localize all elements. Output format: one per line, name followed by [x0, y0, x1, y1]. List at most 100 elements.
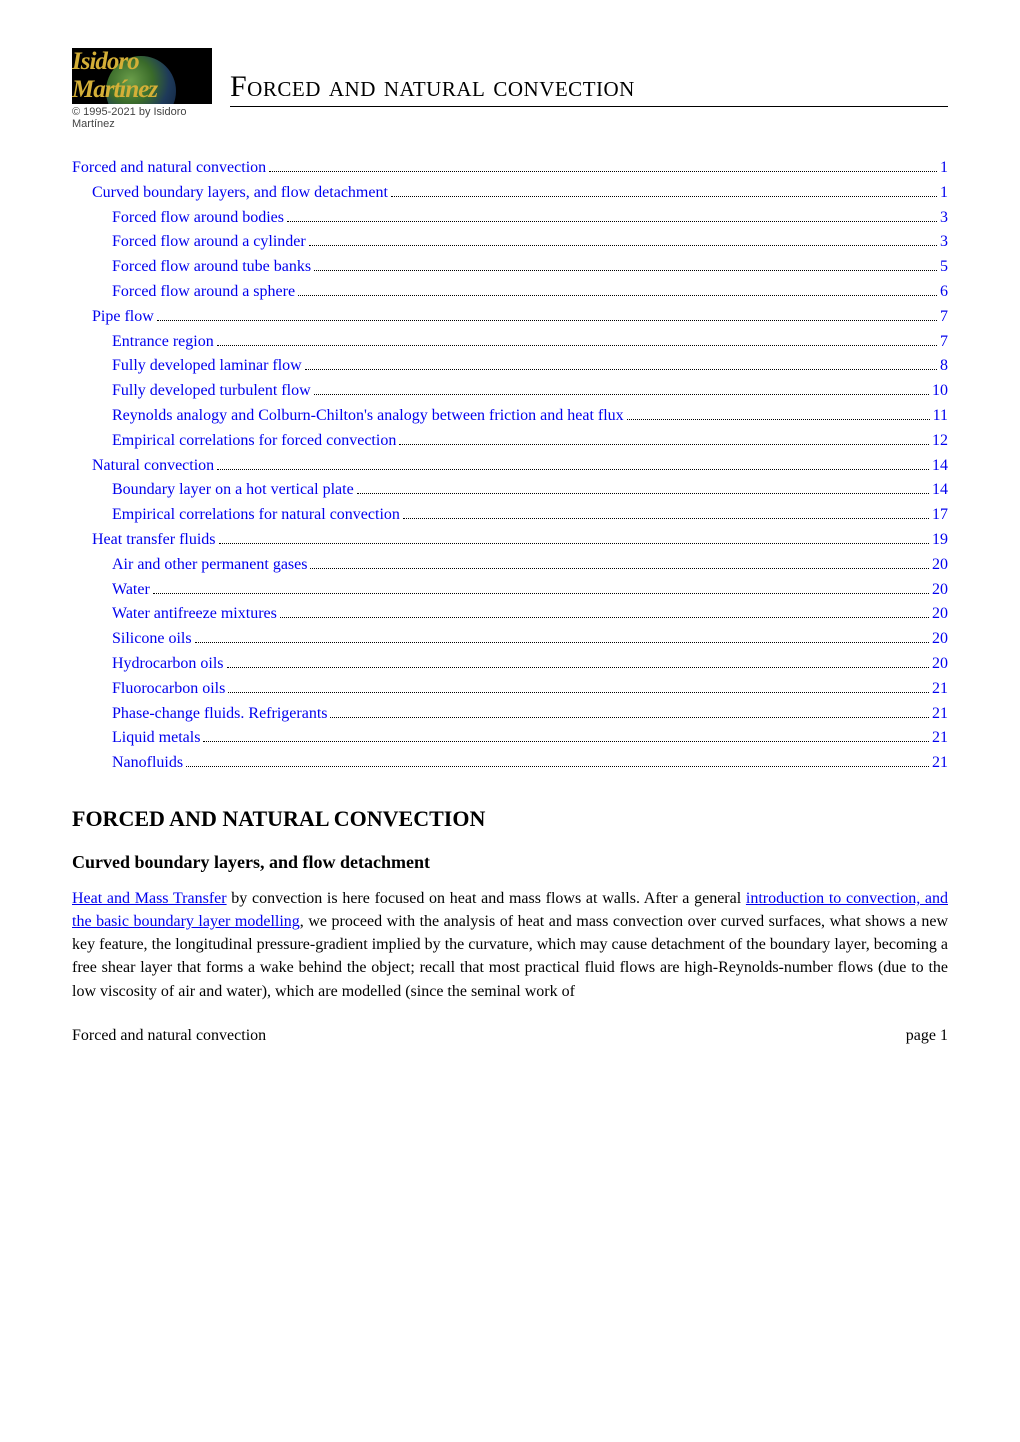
toc-link[interactable]: Forced and natural convection	[72, 156, 266, 181]
page-footer: Forced and natural convection page 1	[72, 1027, 948, 1045]
toc-entry: Boundary layer on a hot vertical plate 14	[72, 478, 948, 503]
logo-text: Isidoro Martínez	[72, 48, 212, 104]
toc-link[interactable]: Curved boundary layers, and flow detachm…	[92, 181, 388, 206]
toc-page-number[interactable]: 20	[932, 602, 948, 627]
toc-entry: Heat transfer fluids 19	[72, 528, 948, 553]
toc-link[interactable]: Fluorocarbon oils	[112, 677, 225, 702]
toc-leader	[228, 692, 929, 693]
toc-entry: Curved boundary layers, and flow detachm…	[72, 181, 948, 206]
toc-page-number[interactable]: 21	[932, 677, 948, 702]
toc-leader	[391, 196, 937, 197]
section-heading: FORCED AND NATURAL CONVECTION	[72, 806, 948, 832]
toc-link[interactable]: Fully developed laminar flow	[112, 354, 302, 379]
toc-page-number[interactable]: 1	[940, 156, 948, 181]
toc-page-number[interactable]: 21	[932, 751, 948, 776]
toc-entry: Air and other permanent gases 20	[72, 553, 948, 578]
toc-link[interactable]: Pipe flow	[92, 305, 154, 330]
toc-page-number[interactable]: 10	[932, 379, 948, 404]
toc-link[interactable]: Silicone oils	[112, 627, 192, 652]
table-of-contents: Forced and natural convection 1 Curved bou…	[72, 156, 948, 776]
toc-entry: Forced flow around tube banks 5	[72, 255, 948, 280]
toc-page-number[interactable]: 7	[940, 305, 948, 330]
toc-link[interactable]: Liquid metals	[112, 726, 200, 751]
toc-page-number[interactable]: 1	[940, 181, 948, 206]
toc-link[interactable]: Water	[112, 578, 150, 603]
toc-link[interactable]: Phase-change fluids. Refrigerants	[112, 702, 327, 727]
toc-page-number[interactable]: 7	[940, 330, 948, 355]
logo: Isidoro Martínez © 1995-2021 by Isidoro …	[72, 48, 212, 128]
toc-entry: Silicone oils 20	[72, 627, 948, 652]
toc-link[interactable]: Entrance region	[112, 330, 214, 355]
toc-link[interactable]: Forced flow around a cylinder	[112, 230, 306, 255]
toc-page-number[interactable]: 20	[932, 553, 948, 578]
toc-page-number[interactable]: 17	[932, 503, 948, 528]
toc-entry: Empirical correlations for forced convec…	[72, 429, 948, 454]
toc-leader	[314, 394, 929, 395]
toc-page-number[interactable]: 8	[940, 354, 948, 379]
toc-page-number[interactable]: 20	[932, 578, 948, 603]
body-paragraph: Heat and Mass Transfer by convection is …	[72, 887, 948, 1003]
toc-leader	[287, 221, 937, 222]
toc-leader	[195, 642, 929, 643]
toc-leader	[357, 493, 929, 494]
toc-link[interactable]: Water antifreeze mixtures	[112, 602, 277, 627]
toc-entry: Natural convection 14	[72, 454, 948, 479]
toc-link[interactable]: Forced flow around a sphere	[112, 280, 295, 305]
toc-leader	[217, 469, 929, 470]
toc-page-number[interactable]: 20	[932, 652, 948, 677]
toc-page-number[interactable]: 5	[940, 255, 948, 280]
document-title: Forced and natural convection	[230, 70, 948, 107]
toc-page-number[interactable]: 11	[933, 404, 948, 429]
toc-leader	[627, 419, 930, 420]
footer-right: page 1	[906, 1027, 948, 1045]
toc-link[interactable]: Empirical correlations for natural conve…	[112, 503, 400, 528]
toc-link[interactable]: Forced flow around bodies	[112, 206, 284, 231]
subsection-heading: Curved boundary layers, and flow detachm…	[72, 852, 948, 873]
toc-link[interactable]: Nanofluids	[112, 751, 183, 776]
toc-link[interactable]: Reynolds analogy and Colburn-Chilton's a…	[112, 404, 624, 429]
toc-entry: Fully developed laminar flow 8	[72, 354, 948, 379]
toc-page-number[interactable]: 14	[932, 454, 948, 479]
toc-page-number[interactable]: 21	[932, 702, 948, 727]
toc-entry: Forced and natural convection 1	[72, 156, 948, 181]
toc-leader	[305, 369, 937, 370]
logo-banner: Isidoro Martínez	[72, 48, 212, 104]
toc-page-number[interactable]: 19	[932, 528, 948, 553]
toc-page-number[interactable]: 14	[932, 478, 948, 503]
copyright-text: © 1995-2021 by Isidoro Martínez	[72, 106, 212, 130]
toc-page-number[interactable]: 3	[940, 206, 948, 231]
toc-link[interactable]: Air and other permanent gases	[112, 553, 307, 578]
toc-leader	[227, 667, 929, 668]
toc-leader	[330, 717, 929, 718]
toc-page-number[interactable]: 3	[940, 230, 948, 255]
toc-link[interactable]: Empirical correlations for forced convec…	[112, 429, 396, 454]
toc-entry: Nanofluids 21	[72, 751, 948, 776]
toc-link[interactable]: Fully developed turbulent flow	[112, 379, 311, 404]
footer-left: Forced and natural convection	[72, 1027, 266, 1045]
toc-entry: Liquid metals 21	[72, 726, 948, 751]
toc-entry: Forced flow around bodies 3	[72, 206, 948, 231]
toc-leader	[219, 543, 929, 544]
toc-leader	[203, 741, 929, 742]
toc-page-number[interactable]: 12	[932, 429, 948, 454]
toc-link[interactable]: Hydrocarbon oils	[112, 652, 224, 677]
toc-page-number[interactable]: 21	[932, 726, 948, 751]
toc-leader	[157, 320, 937, 321]
toc-entry: Entrance region 7	[72, 330, 948, 355]
toc-leader	[298, 295, 937, 296]
toc-page-number[interactable]: 20	[932, 627, 948, 652]
paragraph-text: by convection is here focused on heat an…	[227, 890, 746, 907]
toc-link[interactable]: Boundary layer on a hot vertical plate	[112, 478, 354, 503]
toc-link[interactable]: Natural convection	[92, 454, 214, 479]
toc-entry: Empirical correlations for natural conve…	[72, 503, 948, 528]
toc-leader	[153, 593, 929, 594]
toc-link[interactable]: Forced flow around tube banks	[112, 255, 311, 280]
toc-entry: Hydrocarbon oils 20	[72, 652, 948, 677]
toc-page-number[interactable]: 6	[940, 280, 948, 305]
toc-leader	[403, 518, 929, 519]
toc-link[interactable]: Heat transfer fluids	[92, 528, 216, 553]
link-heat-mass-transfer[interactable]: Heat and Mass Transfer	[72, 890, 227, 907]
toc-entry: Pipe flow 7	[72, 305, 948, 330]
toc-entry: Fully developed turbulent flow 10	[72, 379, 948, 404]
toc-leader	[309, 245, 937, 246]
